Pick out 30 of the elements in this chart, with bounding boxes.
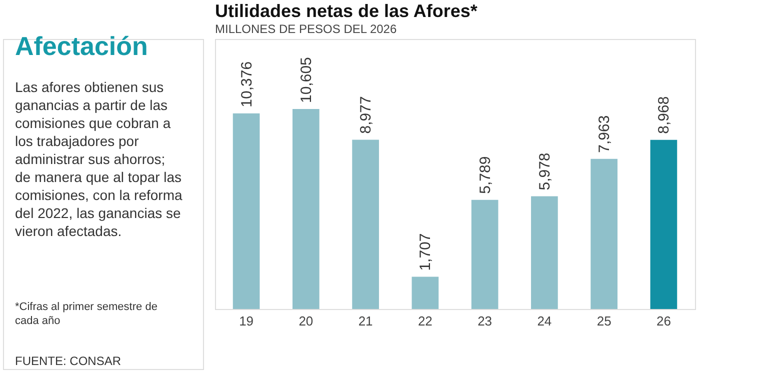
data-label: 7,963: [596, 115, 614, 153]
bar: [650, 140, 678, 309]
data-label: 5,789: [476, 156, 494, 194]
x-tick-label: 22: [418, 314, 432, 328]
text: *Cifras al primer semestre de cada año: [15, 301, 158, 327]
bar: [590, 158, 618, 309]
x-tick-label: 25: [596, 314, 612, 328]
data-label: 8,968: [656, 96, 673, 134]
bar: [352, 140, 379, 309]
data-label: 5,978: [536, 152, 554, 190]
bar: [232, 113, 260, 309]
source-note: FUENTE: CONSAR: [15, 354, 122, 368]
text: Afectación: [15, 31, 148, 61]
chart-subtitle: MILLONES DE PESOS DEL 2026: [215, 22, 397, 36]
x-tick-label: 20: [298, 314, 314, 328]
data-label: 1,707: [417, 233, 434, 271]
x-tick-label: 21: [358, 314, 373, 328]
data-label: 10,605: [298, 57, 315, 103]
x-tick-label: 19: [239, 314, 254, 328]
bar: [531, 196, 558, 309]
data-label: 10,376: [238, 61, 256, 108]
bar: [471, 200, 498, 309]
x-tick-label: 24: [537, 314, 552, 328]
chart-title: Utilidades netas de las Afores*: [215, 1, 478, 21]
bar: [412, 276, 439, 309]
data-label: 8,977: [358, 96, 375, 134]
x-tick-label: 26: [656, 314, 671, 328]
bar: [292, 109, 320, 309]
x-tick-label: 23: [478, 314, 492, 328]
text: Las afores obtienen sus ganancias a partir de las comisiones que cobran a los trabajadores por administrar sus ahorros; de manera que al topar las comisiones, con la reforma del 2022, las ganancias se vieron afectadas.: [15, 79, 182, 239]
